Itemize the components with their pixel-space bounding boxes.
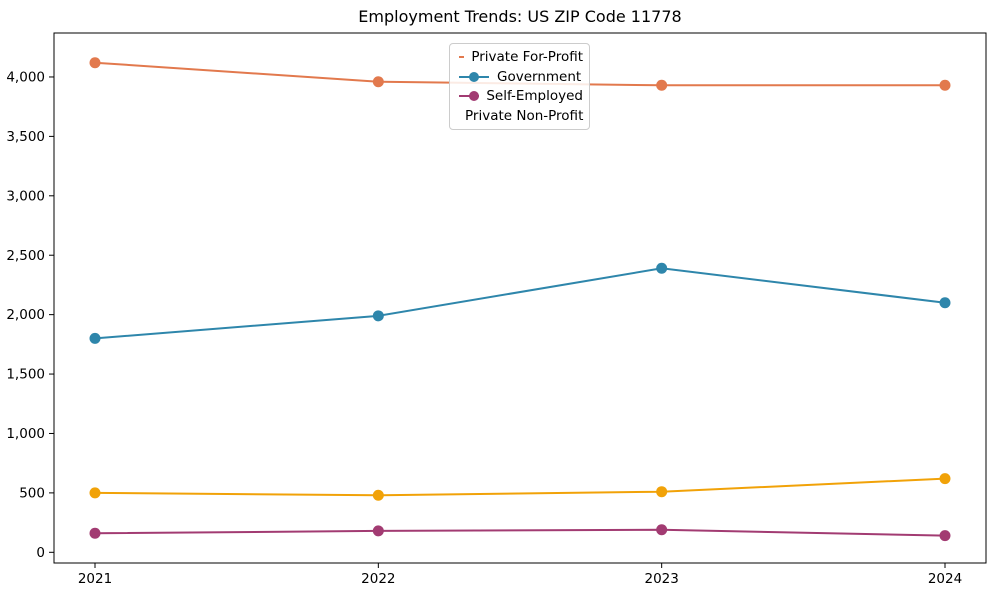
legend-marker-icon (459, 71, 489, 82)
legend-marker-icon (459, 91, 480, 102)
legend-dot (469, 71, 479, 82)
y-axis-tick-label: 1,500 (6, 367, 45, 383)
series-line-private-non-profit (94, 477, 946, 497)
legend-marker-icon (459, 56, 465, 59)
data-point-marker (372, 310, 384, 322)
series-line-government (94, 267, 946, 340)
legend-dot (469, 91, 479, 102)
legend-item: Private Non-Profit (458, 108, 583, 124)
legend-item: Private For-Profit (458, 49, 583, 65)
y-axis-tick-label: 1,000 (6, 426, 45, 442)
data-point-marker (656, 262, 668, 274)
x-axis-tick-label: 2022 (361, 571, 395, 587)
axes-frame (53, 32, 987, 564)
data-point-marker (89, 527, 101, 539)
data-point-marker (939, 473, 951, 485)
y-axis-tick-label: 2,500 (6, 248, 45, 264)
data-point-marker (656, 524, 668, 536)
data-point-marker (939, 79, 951, 91)
chart-legend: Private For-Profit Government Self-Employe… (449, 43, 590, 130)
data-point-marker (656, 79, 668, 91)
legend-label: Private For-Profit (471, 49, 583, 66)
x-axis-tick-label: 2021 (78, 571, 112, 587)
data-point-marker (372, 76, 384, 88)
legend-label: Self-Employed (486, 88, 583, 105)
data-point-marker (939, 530, 951, 542)
x-axis-tick-label: 2024 (928, 571, 962, 587)
data-point-marker (372, 525, 384, 537)
data-point-marker (89, 487, 101, 499)
data-point-marker (656, 486, 668, 498)
legend-label: Government (497, 68, 582, 85)
y-axis-tick-label: 4,000 (6, 70, 45, 86)
legend-label: Private Non-Profit (465, 107, 584, 124)
data-point-marker (89, 332, 101, 344)
y-axis-tick-label: 0 (36, 545, 45, 561)
y-axis-tick-label: 500 (19, 485, 45, 501)
data-point-marker (372, 489, 384, 501)
y-axis-tick-label: 2,000 (6, 307, 45, 323)
legend-item: Self-Employed (458, 88, 583, 104)
y-axis-tick-label: 3,500 (6, 129, 45, 145)
y-axis-tick-label: 3,000 (6, 188, 45, 204)
legend-item: Government (458, 69, 583, 85)
data-point-marker (89, 57, 101, 69)
x-axis-tick-label: 2023 (644, 571, 678, 587)
chart-title: Employment Trends: US ZIP Code 11778 (358, 7, 682, 26)
series-line-self-employed (94, 528, 946, 537)
data-point-marker (939, 297, 951, 309)
